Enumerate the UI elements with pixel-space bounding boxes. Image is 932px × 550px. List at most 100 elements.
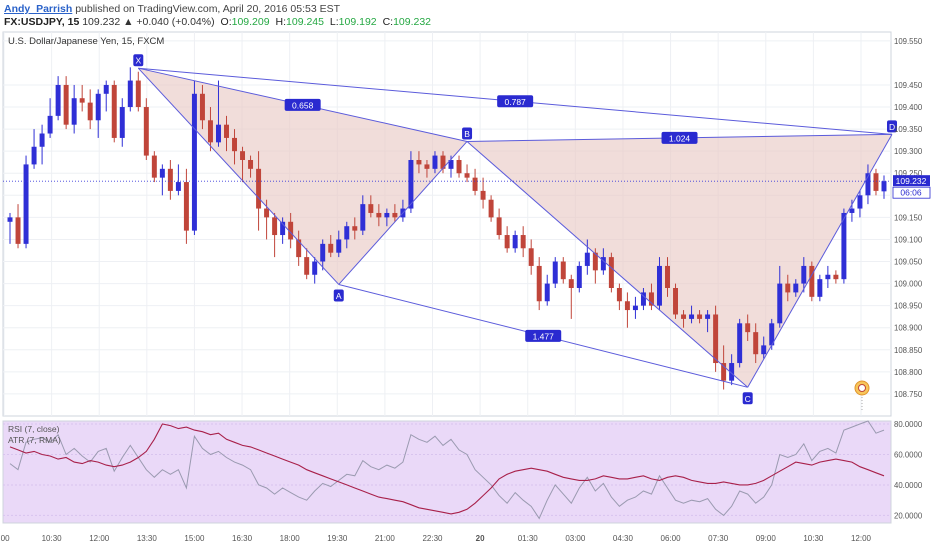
candle-body: [312, 261, 318, 275]
time-tick-label: 12:00: [89, 534, 110, 543]
harmonic-pattern-lines[interactable]: 0.658 0.787 1.024 1.477 X A B C D: [133, 54, 898, 405]
publish-header: Andy_Parrish published on TradingView.co…: [4, 3, 340, 15]
price-tick-label: 109.050: [894, 258, 923, 267]
candle-body: [777, 283, 783, 324]
candle-body: [761, 345, 767, 355]
price-tick-label: 109.400: [894, 103, 923, 112]
published-text: published on TradingView.com, April 20, …: [75, 3, 341, 15]
svg-text:06:06: 06:06: [900, 188, 922, 198]
pattern-triangle: [467, 134, 893, 388]
candle-body: [408, 160, 414, 209]
atr-label: ATR (7, RMA): [8, 435, 61, 445]
time-tick-label: 20: [476, 534, 485, 543]
candle-body: [528, 248, 534, 266]
pattern-point-badge: [133, 54, 144, 67]
candle-body: [344, 226, 350, 240]
candle-body: [280, 221, 286, 236]
ratio-label: 1.024: [669, 133, 691, 143]
price-tick-label: 109.350: [894, 125, 923, 134]
candle-body: [127, 80, 133, 108]
candle-body: [841, 212, 847, 280]
quote-header: FX:USDJPY, 15 109.232 ▲ +0.040 (+0.04%) …: [4, 16, 431, 28]
candle-body: [480, 190, 486, 200]
time-tick-label: 19:30: [327, 534, 348, 543]
pattern-point-label: A: [336, 291, 342, 301]
candle-body: [424, 164, 430, 169]
candle-body: [352, 226, 358, 231]
candle-body: [568, 279, 574, 288]
candle-body: [737, 323, 743, 364]
candle-body: [368, 204, 374, 213]
candle-body: [881, 181, 887, 192]
time-tick-label: 06:00: [661, 534, 682, 543]
candle-body: [87, 102, 93, 121]
pattern-point-badge: [462, 127, 473, 140]
time-tick-label: 16:30: [232, 534, 253, 543]
candle-body: [560, 261, 566, 280]
candle-body: [640, 292, 646, 306]
candle-body: [272, 217, 278, 236]
open-value: 109.209: [231, 16, 270, 28]
price-chart[interactable]: 0.658 0.787 1.024 1.477 X A B C D 109.550 109.450…: [0, 28, 932, 550]
candle-body: [376, 212, 382, 218]
indicator-pane: [2, 420, 892, 524]
price-axis[interactable]: 109.550 109.450 109.400 109.350 109.300 109.2…: [894, 37, 923, 399]
change-text: 109.232 ▲ +0.040 (+0.04%): [82, 16, 215, 28]
open-label: O:: [220, 16, 232, 28]
candle-body: [191, 93, 197, 231]
candle-body: [39, 133, 45, 147]
candle-body: [71, 98, 77, 125]
indicator-tick-label: 80.0000: [894, 420, 923, 429]
time-axis[interactable]: :00 10:30 12:00 13:30 15:00 16:30 18:00 19:30 21…: [0, 534, 872, 543]
pattern-point-badge: [333, 289, 344, 302]
high-label: H:: [275, 16, 287, 28]
candle-body: [681, 314, 687, 319]
ratio-badge: [284, 98, 321, 111]
countdown-tag: 06:06: [892, 186, 931, 199]
time-tick-label: 01:30: [518, 534, 539, 543]
candle-body: [512, 235, 518, 249]
candle-body: [464, 173, 470, 178]
price-tick-label: 108.900: [894, 324, 923, 333]
time-tick-label: 18:00: [280, 534, 301, 543]
candle-body: [520, 235, 526, 249]
candle-body: [817, 279, 823, 297]
time-tick-label: 22:30: [422, 534, 443, 543]
candle-body: [576, 265, 582, 288]
candle-body: [616, 288, 622, 302]
candle-body: [440, 155, 446, 169]
price-tick-label: 108.750: [894, 390, 923, 399]
candle-body: [592, 252, 598, 271]
candle-body: [857, 195, 863, 209]
price-tick-label: 109.250: [894, 169, 923, 178]
candle-body: [873, 173, 879, 191]
candle-body: [689, 314, 695, 319]
candle-body: [448, 160, 454, 169]
price-tick-label: 109.450: [894, 81, 923, 90]
time-tick-label: 13:30: [137, 534, 158, 543]
author-link[interactable]: Andy_Parrish: [4, 3, 73, 15]
candle-body: [472, 177, 478, 191]
candle-body: [496, 217, 502, 236]
candle-body: [159, 168, 165, 178]
candle-body: [665, 265, 670, 288]
candle-body: [488, 199, 494, 218]
indicator-tick-label: 20.0000: [894, 511, 923, 520]
candle-body: [825, 274, 831, 280]
candle-body: [175, 182, 181, 191]
event-marker-icon[interactable]: [854, 380, 870, 410]
pattern-triangle: [138, 68, 468, 285]
price-tick-label: 109.550: [894, 37, 923, 46]
candle-body: [656, 265, 662, 306]
price-tick-label: 109.100: [894, 235, 923, 244]
pattern-leg: [137, 67, 340, 285]
pattern-leg: [747, 134, 893, 388]
indicator-axis[interactable]: 80.0000 60.0000 40.0000 20.0000: [894, 420, 923, 520]
chart-title: U.S. Dollar/Japanese Yen, 15, FXCM: [8, 36, 164, 47]
ratio-label: 1.477: [533, 331, 555, 341]
indicator-tick-label: 60.0000: [894, 450, 923, 459]
time-tick-label: 21:00: [375, 534, 396, 543]
candle-body: [432, 155, 438, 169]
pattern-point-label: C: [745, 394, 751, 404]
candle-body: [809, 265, 815, 297]
